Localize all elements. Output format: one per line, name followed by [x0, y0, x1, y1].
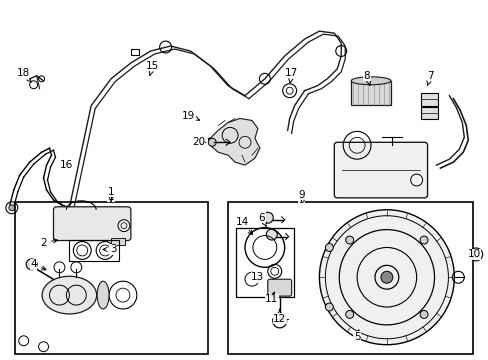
Circle shape	[325, 303, 333, 311]
Text: 7: 7	[426, 71, 433, 85]
Circle shape	[208, 138, 216, 146]
Circle shape	[325, 243, 333, 251]
FancyBboxPatch shape	[267, 279, 291, 296]
Circle shape	[419, 236, 427, 244]
Bar	[236, 228, 293, 297]
Bar	[420, 93, 438, 105]
Text: 13: 13	[251, 272, 264, 282]
Text: 18: 18	[17, 68, 31, 82]
Circle shape	[9, 205, 15, 211]
FancyBboxPatch shape	[334, 142, 427, 198]
FancyBboxPatch shape	[53, 207, 131, 240]
Circle shape	[26, 259, 37, 270]
Text: 15: 15	[146, 61, 159, 76]
Circle shape	[319, 210, 453, 345]
Text: 20: 20	[191, 137, 205, 147]
Ellipse shape	[42, 276, 97, 314]
Bar	[420, 107, 438, 120]
Text: 12: 12	[272, 309, 286, 324]
Bar	[131, 49, 139, 55]
Bar	[228, 202, 472, 354]
Text: 1: 1	[107, 187, 114, 202]
Bar	[69, 239, 119, 261]
Text: 19: 19	[182, 111, 199, 121]
Text: 4: 4	[30, 259, 46, 270]
Circle shape	[380, 271, 392, 283]
Polygon shape	[208, 118, 259, 165]
Text: 10: 10	[467, 249, 480, 260]
Text: 14: 14	[235, 217, 252, 235]
Circle shape	[345, 236, 353, 244]
Text: 17: 17	[285, 68, 298, 83]
Circle shape	[262, 212, 273, 223]
Bar	[111, 238, 124, 246]
Text: 2: 2	[40, 238, 58, 248]
Ellipse shape	[350, 77, 390, 85]
Bar	[15, 202, 208, 354]
Circle shape	[266, 229, 277, 240]
Text: 16: 16	[60, 160, 73, 170]
Text: 6: 6	[258, 213, 266, 227]
Circle shape	[345, 310, 353, 318]
Bar	[350, 81, 390, 105]
Circle shape	[419, 310, 427, 318]
Text: 8: 8	[363, 71, 370, 85]
Ellipse shape	[97, 281, 109, 309]
Text: 5: 5	[353, 330, 360, 342]
Text: 1: 1	[107, 192, 114, 202]
Text: 3: 3	[103, 244, 116, 255]
Text: 9: 9	[298, 190, 304, 201]
Text: 9: 9	[298, 195, 304, 205]
Text: 11: 11	[264, 292, 278, 304]
